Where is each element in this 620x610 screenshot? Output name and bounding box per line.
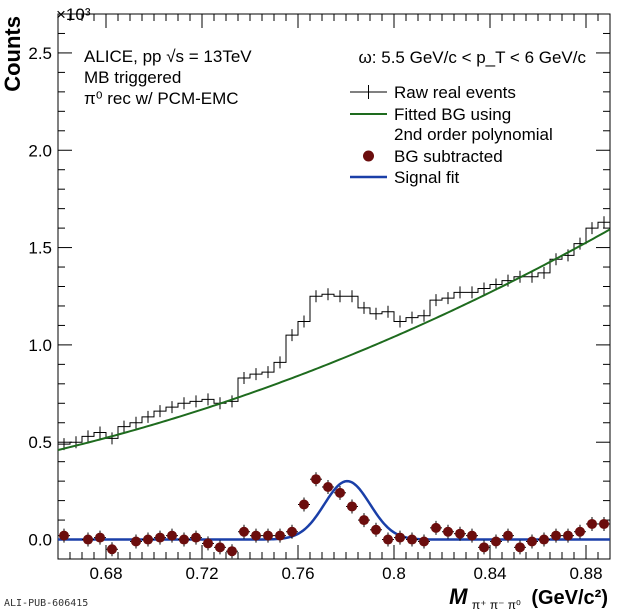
bgsub-point [227, 546, 237, 557]
bgsub-point [239, 526, 249, 537]
pt-range-label: ω: 5.5 GeV/c < p_T < 6 GeV/c [359, 48, 587, 67]
bgsub-point [203, 538, 213, 549]
legend-bgsub-symbol [363, 150, 374, 162]
y-tick-label: 2.5 [28, 44, 52, 63]
x-axis-title-unit: (GeV/c²) [531, 587, 608, 609]
bgsub-point [143, 534, 153, 545]
bgsub-point [251, 530, 261, 541]
x-tick-label: 0.88 [569, 564, 602, 583]
bgsub-point [575, 526, 585, 537]
bgsub-point [83, 534, 93, 545]
x-tick-label: 0.68 [89, 564, 122, 583]
bgsub-point [263, 530, 273, 541]
plot-area [58, 216, 610, 559]
y-tick-label: 2.0 [28, 141, 52, 160]
bgsub-point [443, 526, 453, 537]
bgsub-point [179, 534, 189, 545]
bgsub-point [467, 530, 477, 541]
bgsub-point [395, 532, 405, 543]
legend-bg-label-2: 2nd order polynomial [394, 125, 553, 144]
y-tick-label: 0.5 [28, 433, 52, 452]
bgsub-point [287, 526, 297, 537]
bgsub-point [59, 530, 69, 541]
legend-raw-symbol [350, 85, 387, 99]
legend-signal-label: Signal fit [394, 168, 459, 187]
bgsub-point [551, 530, 561, 541]
bgsub-point [527, 536, 537, 547]
x-tick-label: 0.8 [382, 564, 406, 583]
bgsub-point [515, 542, 525, 553]
bgsub-point [311, 474, 321, 485]
signal-fit-line [58, 479, 610, 541]
info-line-1: ALICE, pp √s = 13TeV [84, 47, 252, 66]
info-line-2: MB triggered [84, 68, 181, 87]
bgsub-point [347, 501, 357, 512]
bgsub-point [503, 530, 513, 541]
y-tick-label: 0.0 [28, 531, 52, 550]
bgsub-point [155, 532, 165, 543]
bgsub-point [383, 534, 393, 545]
bgsub-point [107, 544, 117, 555]
axes: 0.68 0.72 0.76 0.8 0.84 0.88 0.0 0.5 1.0 1.5 2.0 2.… [28, 13, 611, 583]
legend: Raw real events Fitted BG using 2nd orde… [350, 83, 553, 187]
bgsub-point [491, 536, 501, 547]
bgsub-point [359, 515, 369, 526]
bgsub-point [299, 499, 309, 510]
bgsub-point [167, 530, 177, 541]
x-tick-label: 0.72 [185, 564, 218, 583]
bgsub-point [95, 532, 105, 543]
bgsub-point [131, 536, 141, 547]
x-axis-title: M π⁺ π⁻ π⁰ (GeV/c²) [449, 584, 608, 610]
legend-bg-label: Fitted BG using [394, 105, 511, 124]
x-tick-label: 0.76 [281, 564, 314, 583]
x-tick-label: 0.84 [473, 564, 506, 583]
bgsub-point [479, 542, 489, 553]
y-tick-label: 1.5 [28, 239, 52, 258]
bgsub-point [455, 528, 465, 539]
bgsub-point [275, 530, 285, 541]
bgsub-point [191, 532, 201, 543]
legend-raw-label: Raw real events [394, 83, 516, 102]
bgsub-point [539, 534, 549, 545]
bgsub-point [431, 522, 441, 533]
y-tick-label: 1.0 [28, 336, 52, 355]
y-axis-title: Counts [0, 16, 25, 92]
bgsub-point [419, 536, 429, 547]
legend-bgsub-label: BG subtracted [394, 147, 503, 166]
bgsub-point [215, 542, 225, 553]
bgsub-point [587, 518, 597, 529]
bgsub-point [335, 487, 345, 498]
info-line-3: π⁰ rec w/ PCM-EMC [84, 89, 239, 108]
bgsub-point [371, 524, 381, 535]
bgsub-point [323, 481, 333, 492]
background-fit-line [58, 228, 610, 451]
publication-id: ALI-PUB-606415 [4, 598, 88, 609]
bgsub-point [599, 518, 609, 529]
raw-histogram [58, 221, 610, 445]
bgsub-point [407, 534, 417, 545]
bgsub-point [563, 530, 573, 541]
x-axis-title-main: M [449, 584, 468, 609]
x-axis-title-sub: π⁺ π⁻ π⁰ [472, 598, 521, 610]
